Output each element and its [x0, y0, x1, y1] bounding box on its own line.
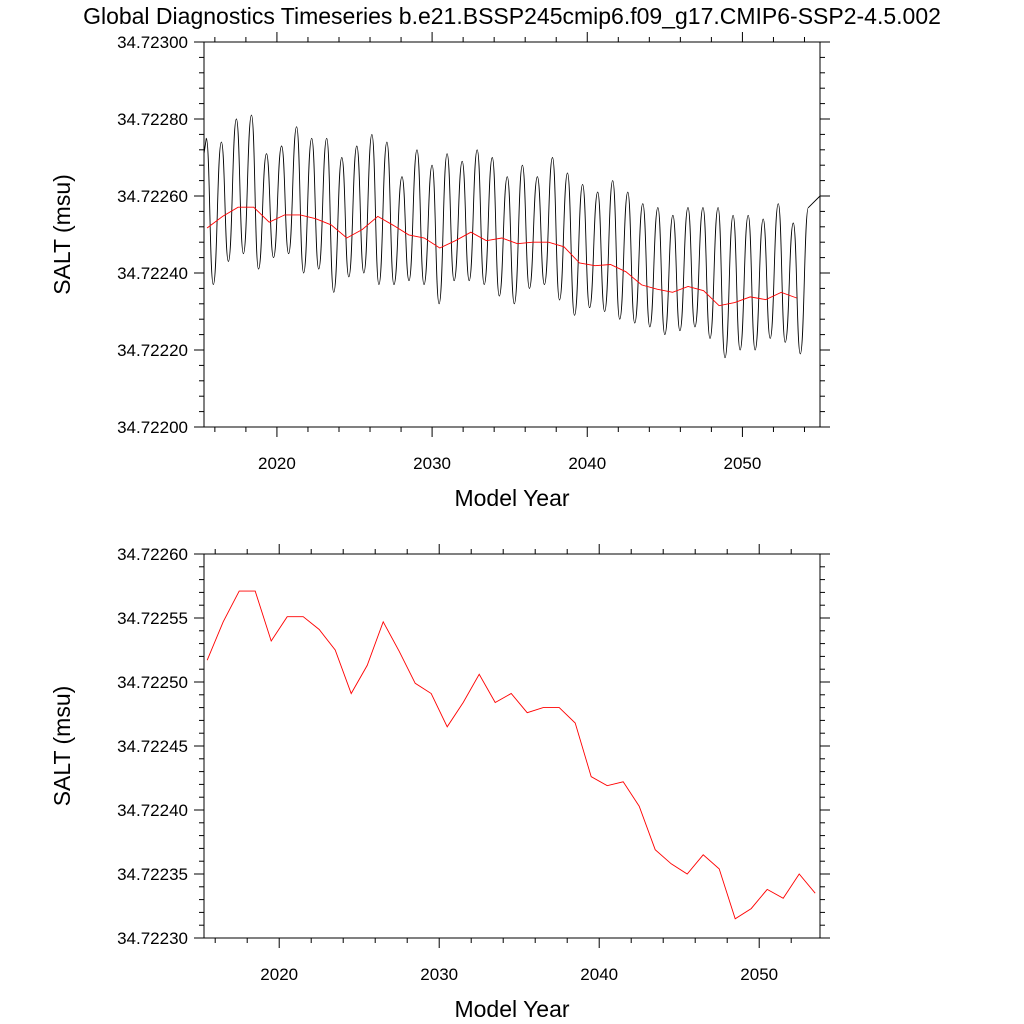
y-tick-label: 34.72220 [117, 341, 188, 360]
y-tick-label: 34.72230 [117, 929, 188, 948]
x-tick-label: 2040 [568, 454, 606, 473]
annual-mean-series-line [206, 590, 816, 920]
plot-frame [203, 553, 821, 939]
x-axis-title: Model Year [454, 996, 569, 1022]
y-tick-label: 34.72200 [117, 418, 188, 437]
figure-title: Global Diagnostics Timeseries b.e21.BSSP… [83, 3, 941, 29]
y-axis-title: SALT (msu) [49, 174, 75, 295]
monthly-series-line [203, 114, 821, 359]
y-axis-title: SALT (msu) [49, 686, 75, 807]
y-tick-label: 34.72260 [117, 187, 188, 206]
bottom-panel: 34.72230 34.72235 34.72240 34.72245 34.72250… [49, 544, 830, 1022]
x-tick-label: 2020 [258, 454, 296, 473]
y-tick-label: 34.72280 [117, 110, 188, 129]
y-tick-label: 34.72300 [117, 33, 188, 52]
x-tick-label: 2040 [580, 965, 618, 984]
x-axis-title: Model Year [454, 485, 569, 511]
top-panel: 34.72200 34.72220 34.72240 34.72260 34.72280… [49, 32, 830, 511]
y-tick-label: 34.72250 [117, 673, 188, 692]
x-tick-label: 2050 [724, 454, 762, 473]
y-tick-label: 34.72240 [117, 801, 188, 820]
x-tick-label: 2030 [420, 965, 458, 984]
x-tick-label: 2030 [413, 454, 451, 473]
annual-mean-series-line [206, 206, 797, 307]
plot-frame [203, 41, 821, 428]
y-tick-label: 34.72255 [117, 609, 188, 628]
y-tick-label: 34.72260 [117, 545, 188, 564]
y-tick-label: 34.72240 [117, 264, 188, 283]
x-tick-label: 2020 [260, 965, 298, 984]
y-tick-label: 34.72245 [117, 737, 188, 756]
x-tick-label: 2050 [740, 965, 778, 984]
y-tick-label: 34.72235 [117, 865, 188, 884]
